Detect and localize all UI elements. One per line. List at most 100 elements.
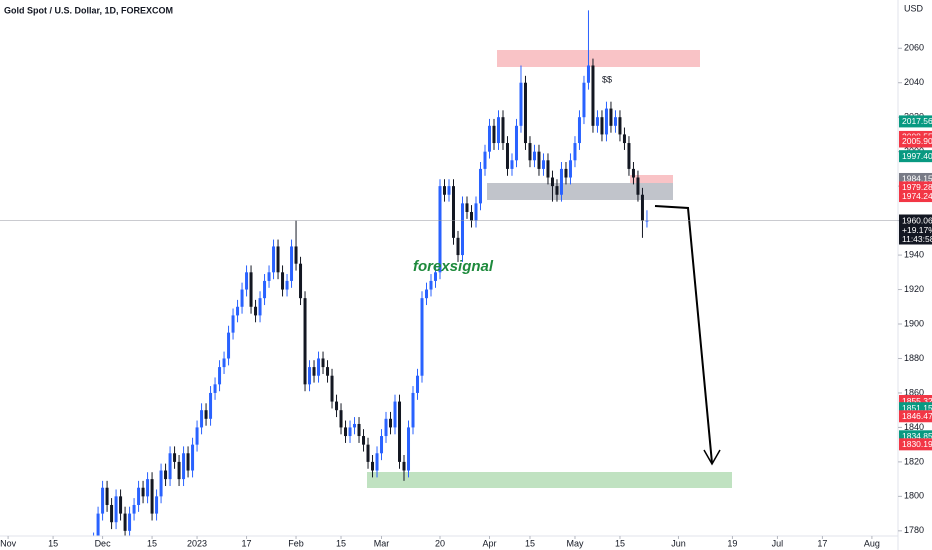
candle-body: [501, 117, 505, 144]
price-label: 1851.15: [902, 403, 932, 413]
candle-body: [290, 246, 294, 281]
candle-body: [263, 280, 267, 299]
candle-body: [326, 367, 330, 376]
candle-body: [227, 332, 231, 359]
candle-body: [218, 367, 222, 385]
candle-body: [159, 470, 163, 497]
candle-body: [478, 168, 482, 204]
candle-body: [254, 306, 258, 316]
candle-body: [532, 151, 536, 161]
candle-body: [231, 315, 235, 333]
candle-body: [348, 427, 352, 437]
candle-body: [96, 513, 100, 536]
candle-body: [272, 246, 276, 273]
candle-body: [191, 444, 195, 471]
candle-body: [564, 168, 568, 178]
candle-body: [622, 134, 626, 144]
x-tick-label: Nov: [0, 538, 17, 548]
x-tick-label: 2023: [187, 538, 207, 548]
candle-body: [541, 160, 545, 169]
candle-body: [317, 358, 321, 376]
candle-body: [303, 298, 307, 385]
candle-body: [411, 392, 415, 428]
current-price-countdown: 11:43:58: [902, 234, 932, 244]
candle-body: [519, 82, 523, 126]
candle-body: [618, 117, 622, 135]
candle-body: [146, 479, 150, 497]
candle-body: [119, 496, 123, 514]
resistance-zone: [487, 183, 673, 200]
candle-body: [586, 65, 590, 83]
chart-title: Gold Spot / U.S. Dollar, 1D, FOREXCOM: [4, 5, 173, 15]
candle-body: [335, 401, 339, 411]
candle-body: [645, 220, 649, 222]
x-tick-label: Aug: [864, 538, 880, 548]
price-label: 1834.85: [902, 431, 932, 441]
candle-body: [299, 263, 303, 299]
price-label-bg: [899, 190, 932, 203]
price-label: 1997.40: [902, 151, 932, 161]
candle-body: [460, 203, 464, 256]
candle-body: [204, 410, 208, 419]
candle-body: [434, 272, 438, 281]
candle-body: [609, 108, 613, 126]
candle-body: [577, 117, 581, 144]
candle-body: [627, 143, 631, 169]
candle-body: [384, 418, 388, 437]
x-tick-label: 20: [435, 538, 445, 548]
price-label: 1979.28: [902, 182, 932, 192]
x-tick-label: 19: [727, 538, 737, 548]
x-tick-label: 15: [48, 538, 58, 548]
candle-body: [114, 496, 118, 523]
candle-body: [371, 461, 375, 471]
candle-body: [447, 186, 451, 195]
candle-body: [393, 401, 397, 428]
candle-body: [380, 436, 384, 454]
price-label-bg: [899, 150, 932, 163]
candle-body: [353, 423, 357, 428]
projection-arrow: [654, 205, 713, 464]
y-tick-label: 2060: [904, 43, 924, 53]
x-tick-label: Dec: [95, 538, 112, 548]
candle-body: [195, 427, 199, 445]
supply-zone: [497, 50, 700, 67]
candle-body: [308, 367, 312, 385]
candle-body: [604, 108, 608, 135]
candle-body: [155, 496, 159, 514]
candle-body: [344, 427, 348, 437]
candle-body: [636, 177, 640, 195]
candle-body: [456, 237, 460, 256]
candle-body: [110, 504, 114, 523]
candle-body: [213, 384, 217, 393]
candle-body: [420, 298, 424, 376]
candle-body: [559, 168, 563, 195]
candle-body: [249, 272, 253, 307]
x-tick-label: Apr: [482, 538, 496, 548]
candle-body: [182, 453, 186, 480]
candle-body: [141, 487, 145, 497]
candle-body: [258, 298, 262, 316]
y-tick-label: 1940: [904, 249, 924, 259]
candle-body: [505, 143, 509, 169]
candle-body: [389, 418, 393, 428]
candle-body: [595, 117, 599, 126]
candle-body: [209, 392, 213, 419]
candle-body: [425, 289, 429, 299]
candle-body: [150, 479, 154, 514]
candle-body: [222, 358, 226, 368]
candle-body: [357, 423, 361, 437]
candle-body: [429, 280, 433, 290]
candle-body: [416, 375, 420, 393]
x-tick-label: 15: [147, 538, 157, 548]
candle-body: [631, 168, 635, 178]
x-tick-label: 17: [817, 538, 827, 548]
candle-body: [312, 367, 316, 376]
y-tick-label: 1880: [904, 353, 924, 363]
candle-body: [640, 194, 644, 221]
price-label-bg: [899, 135, 932, 148]
price-label: 1855.32: [902, 396, 932, 406]
x-tick-label: Mar: [374, 538, 390, 548]
candle-body: [285, 280, 289, 290]
candle-body: [443, 186, 447, 195]
